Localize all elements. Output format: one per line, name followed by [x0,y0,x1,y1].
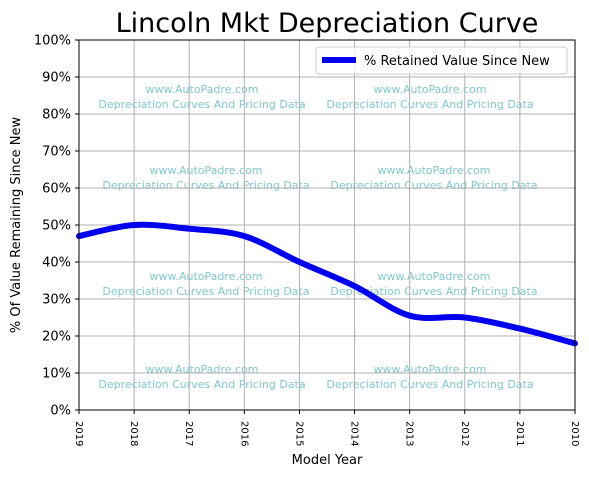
x-tick-label: 2011 [514,421,525,446]
legend: % Retained Value Since New [315,46,568,75]
y-tick-label: 90% [42,71,71,86]
y-tick-label: 40% [42,256,71,271]
watermark-line2: Depreciation Curves And Pricing Data [330,179,537,192]
x-axis-label: Model Year [292,453,363,468]
y-axis-label: % Of Value Remaining Since New [9,117,24,334]
watermark-line1: www.AutoPadre.com [374,83,487,96]
y-tick-label: 100% [34,34,71,49]
series-line [76,221,578,347]
watermark-line2: Depreciation Curves And Pricing Data [326,378,533,391]
x-tick-label: 2010 [569,421,580,446]
y-tick-label: 30% [42,293,71,308]
watermark-line1: www.AutoPadre.com [146,83,259,96]
watermark-line1: www.AutoPadre.com [146,363,259,376]
watermark-line2: Depreciation Curves And Pricing Data [98,98,305,111]
x-tick-label: 2013 [404,421,415,446]
watermark-line1: www.AutoPadre.com [374,363,487,376]
watermark-line1: www.AutoPadre.com [150,270,263,283]
watermark-line1: www.AutoPadre.com [378,270,491,283]
x-tick-label: 2015 [293,421,304,446]
y-tick-label: 70% [42,145,71,160]
x-tick-label: 2016 [238,421,249,446]
x-axis-ticks: 2019 2018 2017 2016 2015 2014 2013 2012 2011 2010 [73,410,580,446]
x-tick-label: 2019 [73,421,84,446]
x-tick-label: 2018 [128,421,139,446]
legend-label: % Retained Value Since New [364,54,550,69]
y-tick-label: 10% [42,367,71,382]
chart-title: Lincoln Mkt Depreciation Curve [116,8,539,39]
watermark-line1: www.AutoPadre.com [378,164,491,177]
y-tick-label: 80% [42,108,71,123]
watermark-group: www.AutoPadre.com Depreciation Curves And… [98,83,537,391]
x-tick-label: 2012 [459,421,470,446]
x-tick-label: 2017 [183,421,194,446]
y-tick-label: 50% [42,219,71,234]
watermark-line2: Depreciation Curves And Pricing Data [98,378,305,391]
watermark-line1: www.AutoPadre.com [150,164,263,177]
x-tick-label: 2014 [349,421,360,446]
watermark-line2: Depreciation Curves And Pricing Data [326,98,533,111]
legend-box [315,46,568,75]
y-tick-label: 60% [42,182,71,197]
watermark-line2: Depreciation Curves And Pricing Data [330,285,537,298]
y-tick-label: 20% [42,330,71,345]
y-axis-ticks: 0% 10% 20% 30% 40% 50% 60% 70% 80% 90% 100% [34,34,79,419]
watermark-line2: Depreciation Curves And Pricing Data [102,179,309,192]
y-tick-label: 0% [50,404,71,419]
series-group [76,221,578,347]
watermark-line2: Depreciation Curves And Pricing Data [102,285,309,298]
